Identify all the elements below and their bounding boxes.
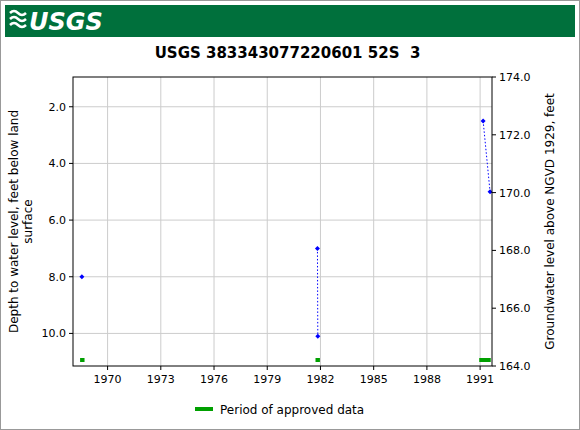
- y2-tick: [492, 366, 496, 367]
- legend-label: Period of approved data: [220, 403, 364, 417]
- y2-tick-label: 174.0: [499, 71, 531, 84]
- logo-wave: [10, 23, 26, 27]
- legend-swatch: [195, 407, 213, 411]
- x-tick: [214, 366, 215, 370]
- x-tick-label: 1991: [466, 373, 494, 386]
- y2-tick: [492, 250, 496, 251]
- y2-tick: [492, 308, 496, 309]
- logo-icon: [10, 11, 26, 27]
- y2-axis-label: Groundwater level above NGVD 1929, feet: [543, 93, 557, 350]
- logo-text: USGS: [29, 8, 103, 36]
- y-tick: [69, 333, 73, 334]
- x-grid-line: [267, 77, 268, 366]
- y-tick: [69, 220, 73, 221]
- y-grid-line: [73, 333, 492, 334]
- x-grid-line: [320, 77, 321, 366]
- y-tick-label: 2.0: [49, 101, 67, 114]
- plot-area: [79, 118, 492, 362]
- y2-tick-label: 172.0: [499, 129, 531, 142]
- x-tick-label: 1988: [413, 373, 441, 386]
- approved-period: [80, 358, 84, 362]
- plot-frame: [73, 77, 492, 366]
- y2-tick: [492, 192, 496, 193]
- y2-tick-label: 168.0: [499, 244, 531, 257]
- y-tick-label: 10.0: [42, 327, 67, 340]
- chart: USGS USGS 383343077220601 52S 3 1970 1973 19…: [0, 0, 580, 430]
- y-grid-line: [73, 106, 492, 107]
- x-tick-label: 1982: [306, 373, 334, 386]
- x-grid-line: [107, 77, 108, 366]
- y2-tick-label: 166.0: [499, 302, 531, 315]
- x-grid-line: [426, 77, 427, 366]
- x-tick: [107, 366, 108, 370]
- x-grid-line: [160, 77, 161, 366]
- approved-period: [479, 358, 491, 362]
- x-tick: [373, 366, 374, 370]
- y-tick: [69, 276, 73, 277]
- x-tick-label: 1979: [253, 373, 281, 386]
- y2-tick-label: 170.0: [499, 187, 531, 200]
- x-tick: [267, 366, 268, 370]
- title: USGS 383343077220601 52S 3: [155, 44, 421, 62]
- logo-wave: [10, 17, 26, 21]
- y-tick: [69, 163, 73, 164]
- y-axis-label-line: surface: [21, 199, 35, 243]
- data-point: [315, 246, 320, 251]
- header-band: [5, 5, 575, 37]
- x-tick-label: 1973: [147, 373, 175, 386]
- background: [0, 0, 580, 430]
- approved-period: [315, 358, 319, 362]
- y-tick-label: 8.0: [49, 271, 67, 284]
- x-tick-label: 1970: [94, 373, 122, 386]
- grid: [69, 77, 496, 370]
- y-tick-label: 4.0: [49, 157, 67, 170]
- data-point: [315, 334, 320, 339]
- x-tick: [426, 366, 427, 370]
- x-grid-line: [373, 77, 374, 366]
- x-tick-label: 1985: [360, 373, 388, 386]
- data-point: [79, 274, 84, 279]
- outer-border: [1, 1, 580, 430]
- legend: Period of approved data: [195, 403, 364, 417]
- data-point: [488, 189, 492, 194]
- y-grid-line: [73, 276, 492, 277]
- x-tick: [480, 366, 481, 370]
- x-grid-line: [214, 77, 215, 366]
- y-axis-label: Depth to water level, feet below landsur…: [7, 110, 35, 333]
- y2-tick-label: 164.0: [499, 360, 531, 373]
- y-grid-line: [73, 220, 492, 221]
- y2-tick: [492, 77, 496, 78]
- x-tick: [320, 366, 321, 370]
- y-axis-label-line: Depth to water level, feet below land: [7, 110, 21, 333]
- x-tick: [160, 366, 161, 370]
- y2-tick: [492, 134, 496, 135]
- data-point: [481, 118, 486, 123]
- series-line: [317, 121, 490, 336]
- logo-wave: [10, 11, 26, 15]
- x-grid-line: [480, 77, 481, 366]
- x-tick-label: 1976: [200, 373, 228, 386]
- y-tick-label: 6.0: [49, 214, 67, 227]
- y-tick: [69, 106, 73, 107]
- y-grid-line: [73, 163, 492, 164]
